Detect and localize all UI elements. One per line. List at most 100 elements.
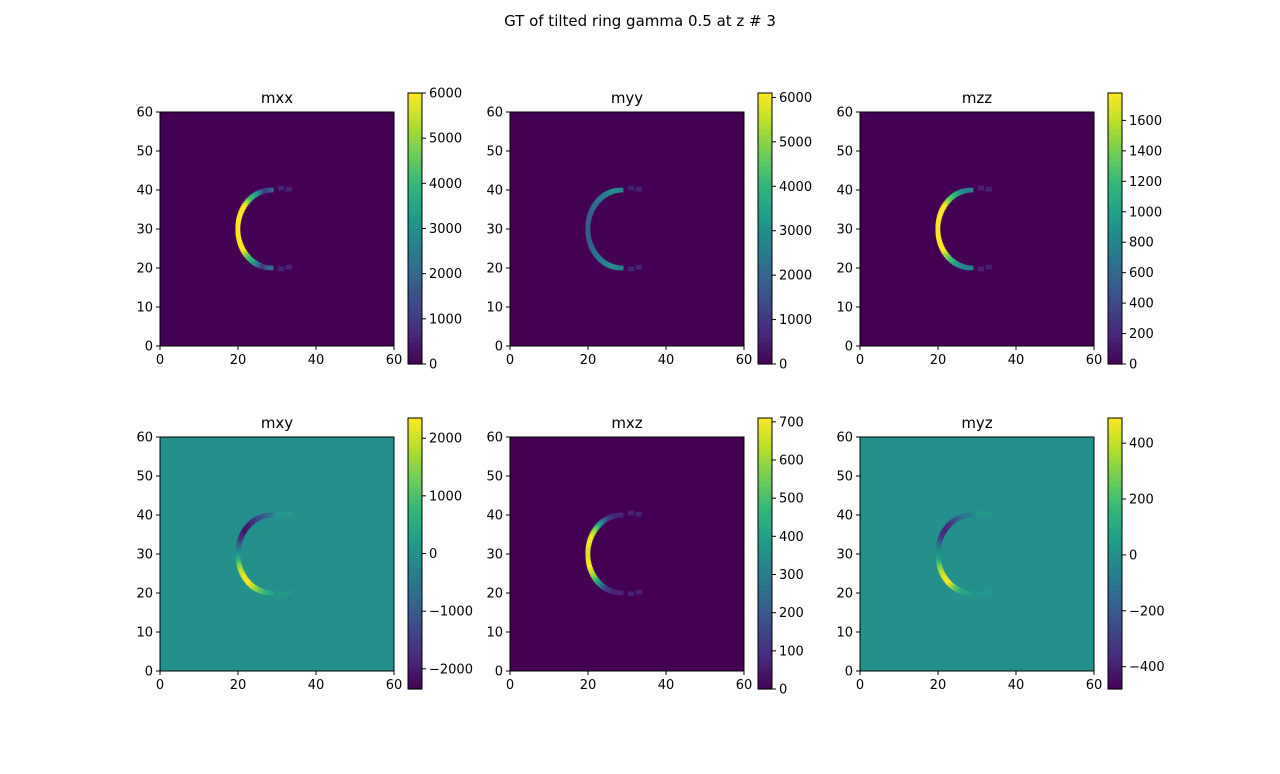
- subplot-title: mxx: [261, 89, 293, 107]
- y-tick-label: 0: [145, 665, 153, 680]
- colorbar-tick-label: 0: [429, 547, 437, 562]
- colorbar-segment: [758, 323, 772, 329]
- colorbar-segment: [758, 562, 772, 568]
- colorbar-segment: [1108, 278, 1122, 284]
- colorbar-segment: [758, 449, 772, 455]
- colorbar-segment: [1108, 458, 1122, 464]
- colorbar-segment: [758, 494, 772, 500]
- heatmap-cell: [627, 266, 635, 272]
- colorbar-segment: [408, 436, 422, 442]
- colorbar-segment: [1108, 102, 1122, 108]
- colorbar-segment: [758, 296, 772, 302]
- colorbar-segment: [758, 260, 772, 266]
- colorbar-segment: [408, 273, 422, 279]
- colorbar-segment: [408, 494, 422, 500]
- colorbar-segment: [408, 291, 422, 297]
- heatmap-cell: [627, 591, 635, 597]
- colorbar-segment: [758, 630, 772, 636]
- y-tick-label: 30: [136, 223, 153, 238]
- colorbar-segment: [758, 341, 772, 347]
- colorbar-segment: [758, 684, 772, 690]
- colorbar-segment: [1108, 621, 1122, 627]
- y-tick-label: 0: [495, 665, 503, 680]
- colorbar-segment: [1108, 309, 1122, 315]
- colorbar-segment: [758, 490, 772, 496]
- colorbar-segment: [1108, 111, 1122, 117]
- heatmap-background: [510, 437, 744, 671]
- colorbar-segment: [408, 499, 422, 505]
- colorbar-segment: [408, 196, 422, 202]
- colorbar-tick-label: 1000: [429, 312, 462, 327]
- colorbar-segment: [408, 440, 422, 446]
- colorbar-segment: [758, 616, 772, 622]
- y-tick-label: 60: [836, 431, 853, 446]
- colorbar-segment: [408, 661, 422, 668]
- colorbar-segment: [758, 246, 772, 252]
- y-tick-label: 10: [136, 626, 153, 641]
- y-tick-label: 30: [486, 223, 503, 238]
- colorbar-segment: [1108, 251, 1122, 257]
- colorbar-tick-label: 400: [1129, 437, 1154, 452]
- colorbar-segment: [758, 264, 772, 270]
- colorbar-segment: [1108, 643, 1122, 649]
- x-tick-label: 20: [580, 678, 597, 693]
- colorbar-segment: [1108, 223, 1122, 230]
- colorbar-segment: [408, 264, 422, 270]
- colorbar-segment: [1108, 214, 1122, 221]
- colorbar-segment: [1108, 115, 1122, 121]
- colorbar-segment: [1108, 93, 1122, 99]
- x-tick-label: 0: [156, 678, 164, 693]
- colorbar-segment: [408, 625, 422, 631]
- heatmap-background: [510, 112, 744, 346]
- colorbar-segment: [1108, 233, 1122, 239]
- subplot-mxx: 0 20 40 60 0 10 20 30 40 50 60 mxx 0 1000 2000 3000 4000…: [136, 87, 462, 373]
- colorbar-segment: [758, 174, 772, 180]
- y-tick-label: 50: [486, 145, 503, 160]
- colorbar-segment: [408, 138, 422, 144]
- colorbar-segment: [1108, 539, 1122, 546]
- x-tick-label: 40: [1008, 353, 1025, 368]
- colorbar-segment: [758, 210, 772, 216]
- colorbar-segment: [758, 639, 772, 645]
- figure-title: GT of tilted ring gamma 0.5 at z # 3: [504, 12, 776, 30]
- colorbar-segment: [758, 318, 772, 324]
- colorbar-segment: [408, 228, 422, 234]
- colorbar-segment: [1108, 603, 1122, 609]
- colorbar-segment: [758, 242, 772, 248]
- colorbar-frame: [757, 417, 773, 690]
- colorbar-segment: [408, 269, 422, 275]
- colorbar-segment: [758, 548, 772, 555]
- y-tick-label: 50: [836, 470, 853, 485]
- colorbar-segment: [408, 246, 422, 252]
- y-tick-label: 40: [136, 184, 153, 199]
- colorbar-segment: [408, 242, 422, 248]
- subplot-mzz: 0 20 40 600102030405060mzz02004006008001000…: [836, 89, 1162, 373]
- colorbar-segment: [758, 652, 772, 658]
- subplot-title: myy: [611, 89, 643, 107]
- colorbar-segment: [408, 341, 422, 347]
- x-tick-label: 20: [230, 353, 247, 368]
- y-tick-label: 40: [836, 509, 853, 524]
- colorbar-segment: [408, 639, 422, 645]
- y-tick-label: 20: [136, 262, 153, 277]
- colorbar-tick-label: 3000: [779, 224, 812, 239]
- colorbar-segment: [408, 427, 422, 433]
- colorbar-segment: [408, 129, 422, 135]
- colorbar-segment: [758, 314, 772, 320]
- colorbar-segment: [758, 544, 772, 550]
- colorbar-segment: [1108, 639, 1122, 645]
- colorbar-frame: [1107, 92, 1123, 365]
- colorbar-segment: [1108, 526, 1122, 532]
- colorbar-segment: [1108, 106, 1122, 112]
- heatmap-cell: [285, 264, 292, 270]
- colorbar-segment: [1108, 196, 1122, 202]
- colorbar-segment: [408, 598, 422, 604]
- colorbar-segment: [408, 526, 422, 532]
- colorbar-segment: [1108, 612, 1122, 618]
- colorbar-segment: [758, 251, 772, 257]
- colorbar-segment: [758, 679, 772, 686]
- heatmap-cell: [635, 589, 642, 595]
- colorbar-segment: [1108, 305, 1122, 311]
- colorbar-segment: [408, 314, 422, 320]
- heatmap-cell: [977, 185, 985, 191]
